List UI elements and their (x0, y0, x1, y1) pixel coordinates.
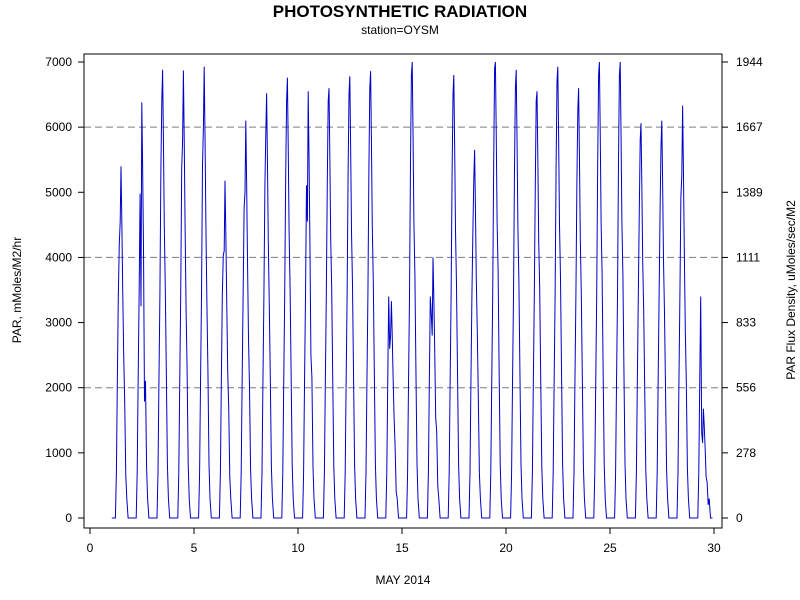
y-axis-right: 0 278 556 833 1111 1389 1667 1944 (722, 55, 763, 525)
y-axis-left: 0 1000 2000 3000 4000 5000 6000 7000 (45, 55, 84, 525)
y-right-tick-label-1389: 1389 (736, 185, 763, 199)
y-right-tick-label-1944: 1944 (736, 55, 763, 69)
series-layer (111, 61, 713, 519)
y-tick-label-4000: 4000 (45, 250, 72, 264)
plot-frame (83, 53, 723, 529)
y-tick-label-1000: 1000 (45, 446, 72, 460)
grid-lines (84, 126, 722, 389)
x-axis-label: MAY 2014 (376, 573, 431, 587)
y-axis-label: PAR, mMoles/M2/hr (10, 237, 24, 343)
y-right-tick-label-0: 0 (736, 511, 743, 525)
y-tick-label-3000: 3000 (45, 316, 72, 330)
x-tick-label-5: 5 (191, 541, 198, 555)
y-tick-label-2000: 2000 (45, 381, 72, 395)
x-tick-label-0: 0 (87, 541, 94, 555)
x-axis: 0 5 10 15 20 25 30 (87, 528, 721, 555)
x-tick-label-15: 15 (395, 541, 409, 555)
y-tick-label-0: 0 (65, 511, 72, 525)
y-right-tick-label-1667: 1667 (736, 120, 763, 134)
y-axis-right-label: PAR Flux Density, uMoles/sec/M2 (784, 200, 798, 380)
y-right-tick-label-1111: 1111 (736, 250, 760, 264)
x-tick-label-10: 10 (291, 541, 305, 555)
y-right-tick-label-556: 556 (736, 381, 756, 395)
chart-title: PHOTOSYNTHETIC RADIATION (273, 2, 527, 21)
par-series-line (111, 61, 713, 519)
x-tick-label-25: 25 (603, 541, 617, 555)
chart-subtitle: station=OYSM (361, 23, 439, 37)
x-tick-label-30: 30 (707, 541, 721, 555)
y-right-tick-label-833: 833 (736, 316, 756, 330)
x-tick-label-20: 20 (499, 541, 513, 555)
y-tick-label-6000: 6000 (45, 120, 72, 134)
y-tick-label-5000: 5000 (45, 185, 72, 199)
y-right-tick-label-278: 278 (736, 446, 756, 460)
y-tick-label-7000: 7000 (45, 55, 72, 69)
